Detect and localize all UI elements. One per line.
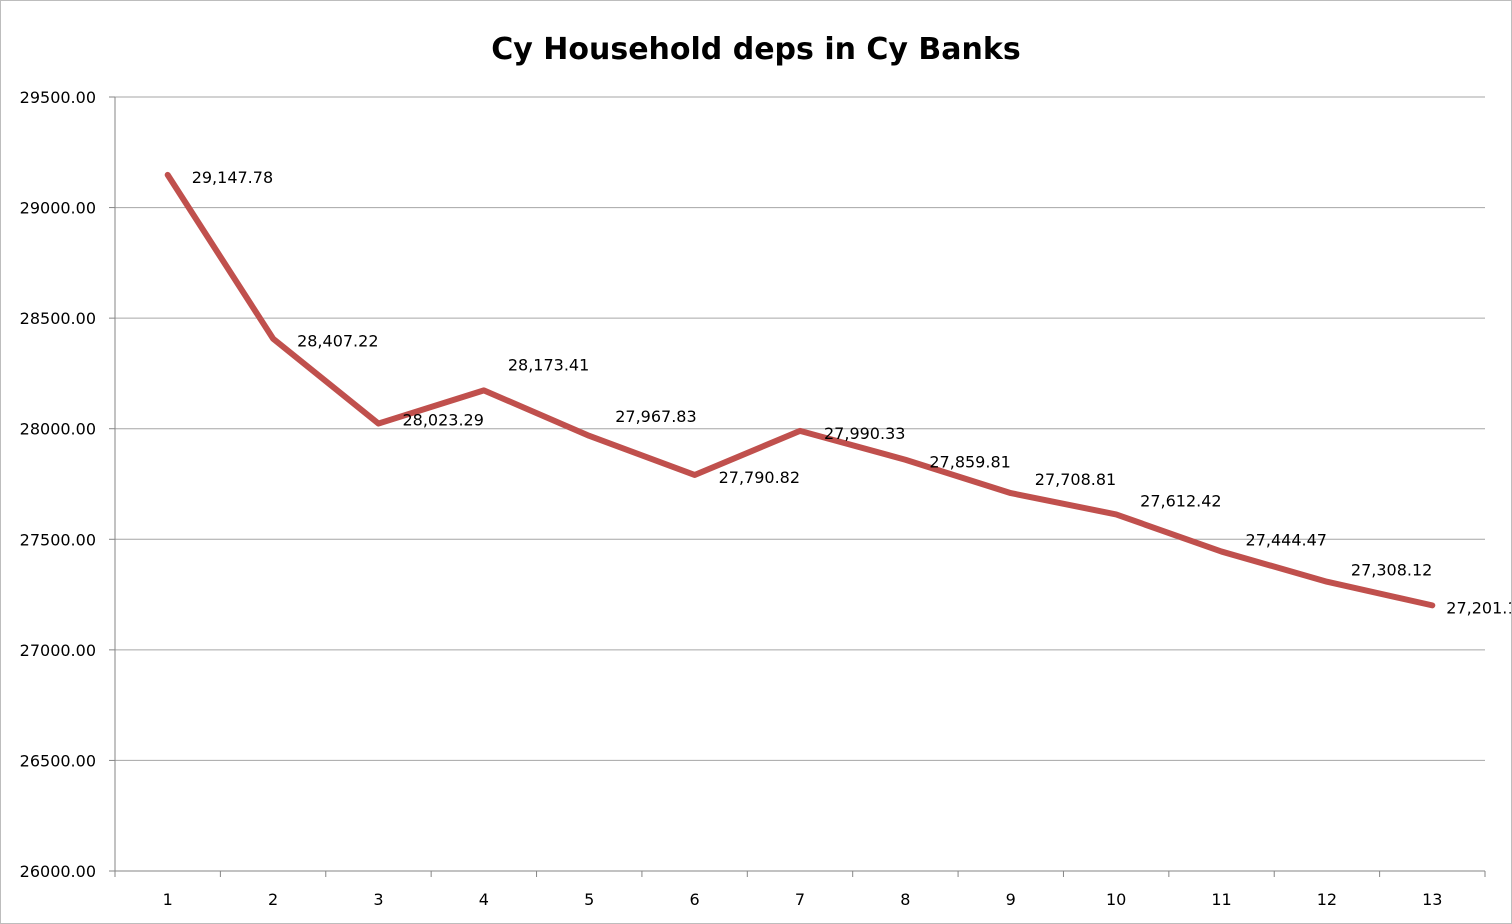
data-label: 27,990.33	[824, 424, 905, 443]
x-tick-label: 11	[1211, 890, 1231, 909]
x-tick-label: 9	[1006, 890, 1016, 909]
chart-title: Cy Household deps in Cy Banks	[491, 32, 1020, 67]
data-label: 27,612.42	[1140, 491, 1221, 510]
y-tick-label: 28500.00	[20, 309, 96, 328]
data-label: 28,407.22	[297, 332, 378, 351]
data-label: 27,201.15	[1446, 598, 1511, 617]
axes	[114, 97, 1485, 872]
data-label: 27,708.81	[1035, 470, 1116, 489]
series-line	[164, 171, 1436, 609]
x-tick-label: 4	[479, 890, 489, 909]
y-tick-label: 29000.00	[20, 199, 96, 218]
data-label: 29,147.78	[192, 168, 273, 187]
x-axis-ticks: 1 2 3 4 5 6 7 8 9 10 11 12 13	[114, 871, 1486, 909]
y-tick-label: 26500.00	[20, 751, 96, 770]
x-tick-label: 6	[690, 890, 700, 909]
data-label: 27,444.47	[1246, 531, 1327, 550]
x-tick-label: 10	[1106, 890, 1126, 909]
x-tick-label: 13	[1422, 890, 1442, 909]
data-label: 27,967.83	[615, 407, 696, 426]
data-label: 27,859.81	[929, 453, 1010, 472]
y-axis-ticks: 26000.00 26500.00 27000.00 27500.00 28000.00…	[20, 88, 115, 881]
data-label: 28,173.41	[508, 355, 589, 374]
y-tick-label: 27000.00	[20, 641, 96, 660]
x-tick-label: 7	[795, 890, 805, 909]
data-label: 27,308.12	[1351, 561, 1432, 580]
x-tick-label: 8	[900, 890, 910, 909]
data-labels: 29,147.78 28,407.22 28,023.29 28,173.41 27,9…	[192, 168, 1511, 617]
x-tick-label: 12	[1317, 890, 1337, 909]
x-tick-label: 3	[373, 890, 383, 909]
x-tick-label: 2	[268, 890, 278, 909]
data-label: 27,790.82	[719, 468, 800, 487]
y-tick-label: 26000.00	[20, 862, 96, 881]
gridlines	[115, 96, 1485, 761]
x-tick-label: 1	[163, 890, 173, 909]
y-tick-label: 28000.00	[20, 420, 96, 439]
series-group	[164, 171, 1436, 609]
y-tick-label: 29500.00	[20, 88, 96, 107]
data-label: 28,023.29	[402, 411, 483, 430]
y-tick-label: 27500.00	[20, 530, 96, 549]
x-tick-label: 5	[584, 890, 594, 909]
